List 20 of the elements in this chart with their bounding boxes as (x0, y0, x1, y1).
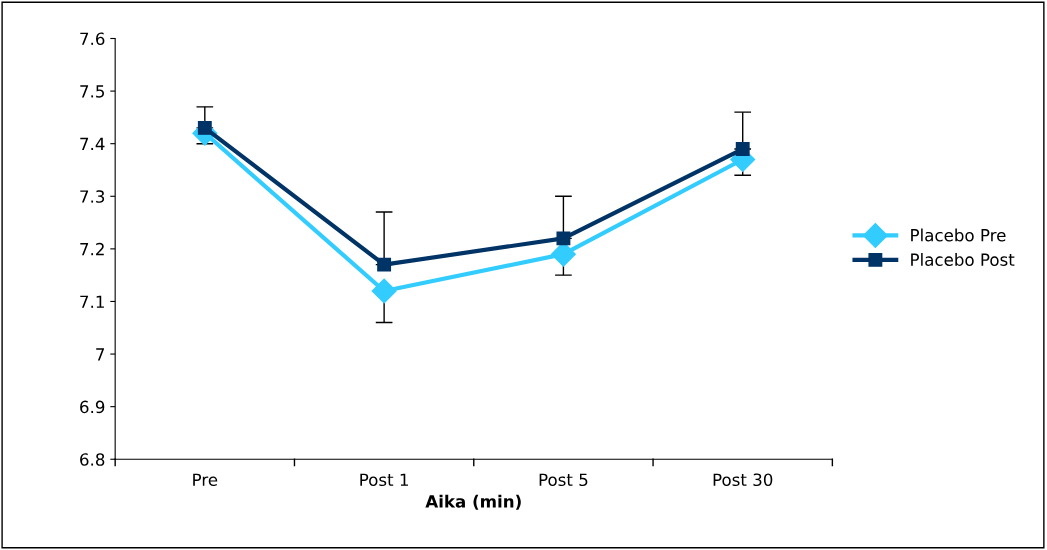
y-tick-label: 7.6 (80, 32, 105, 46)
x-tick-label: Pre (193, 473, 218, 487)
x-axis-title: Aika (min) (425, 494, 521, 510)
point (371, 278, 397, 304)
point (556, 231, 571, 246)
y-tick-label: 6.9 (80, 400, 105, 414)
y-tick-label: 7 (96, 348, 105, 361)
x-tick-label: Post 5 (539, 473, 588, 487)
y-tick-label: 7.3 (80, 190, 105, 203)
x-tick-label: Post 1 (360, 473, 408, 487)
y-tick-label: 7.4 (80, 137, 105, 151)
y-tick-label: 6.8 (80, 453, 105, 466)
point (735, 142, 750, 156)
point (377, 257, 392, 272)
legend-label: Placebo Post (911, 253, 1015, 266)
y-tick-label: 7.2 (80, 242, 104, 256)
legend-label: Placebo Pre (911, 228, 1006, 242)
y-tick-label: 7.5 (80, 85, 104, 98)
x-tick-label: Post 30 (713, 473, 773, 487)
y-tick-label: 7.1 (80, 295, 104, 308)
